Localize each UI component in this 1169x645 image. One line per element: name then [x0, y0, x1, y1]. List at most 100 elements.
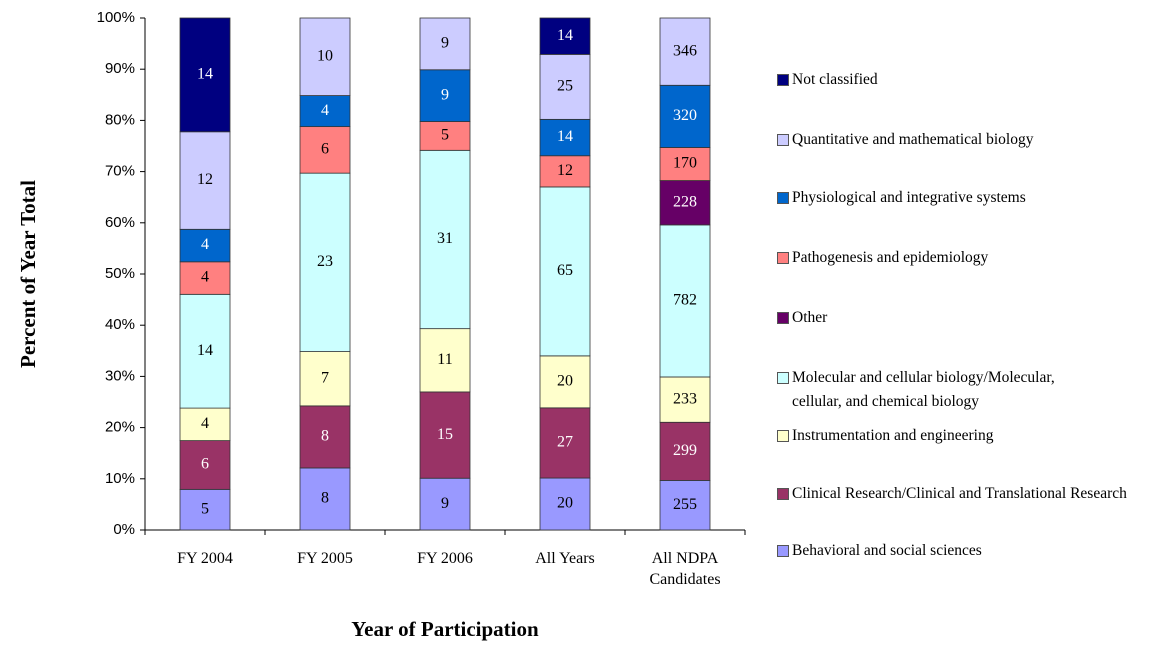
bar-segment [419, 149, 471, 330]
legend-label: Molecular and cellular biology/Molecular… [792, 369, 1055, 410]
bar-segment [179, 407, 231, 442]
data-label: 12 [557, 162, 573, 179]
x-axis-title: Year of Participation [351, 617, 539, 641]
y-tick-label: 60% [105, 214, 135, 231]
legend-swatch [777, 192, 789, 204]
legend-swatch [777, 252, 789, 264]
data-label: 5 [441, 127, 449, 144]
bar-segment [179, 488, 231, 531]
data-label: 4 [201, 236, 209, 253]
bar-segment [659, 421, 711, 481]
bar-segment [179, 228, 231, 263]
legend-entry: Clinical Research/Clinical and Translati… [777, 482, 1157, 506]
bar-segment [419, 69, 471, 122]
y-tick-label: 10% [105, 470, 135, 487]
legend-swatch [777, 134, 789, 146]
bar-segment [299, 95, 351, 128]
data-label: 4 [201, 269, 209, 286]
bar-segment [539, 17, 591, 55]
data-label: 255 [673, 496, 697, 513]
x-tick-label: FY 2006 [417, 550, 473, 567]
data-label: 27 [557, 434, 573, 451]
bar-segment [179, 17, 231, 133]
data-label: 25 [557, 78, 573, 95]
data-label: 23 [317, 253, 333, 270]
data-label: 20 [557, 495, 573, 512]
data-label: 9 [441, 35, 449, 52]
legend-label: Other [792, 309, 828, 326]
bar-segment [539, 53, 591, 120]
legend-swatch [777, 312, 789, 324]
legend-swatch [777, 545, 789, 557]
data-label: 170 [673, 155, 697, 172]
bar-segment [419, 17, 471, 71]
bar-segment [539, 186, 591, 357]
data-label: 346 [673, 42, 697, 59]
data-label: 20 [557, 373, 573, 390]
bar-segment [179, 293, 231, 409]
legend-swatch [777, 488, 789, 500]
legend-entry: Not classified [777, 68, 1157, 92]
data-label: 228 [673, 193, 697, 210]
legend-entry: Physiological and integrative systems [777, 186, 1157, 210]
y-tick-label: 100% [97, 9, 135, 26]
legend-label: Physiological and integrative systems [792, 189, 1026, 206]
legend-label: Instrumentation and engineering [792, 427, 994, 444]
bar-segment [179, 440, 231, 490]
bar-segment [659, 84, 711, 148]
x-tick-label: FY 2004 [177, 550, 233, 567]
legend-entry: Other [777, 306, 1157, 330]
bar-segment [659, 480, 711, 531]
legend-swatch [777, 430, 789, 442]
data-label: 12 [197, 171, 213, 188]
data-label: 782 [673, 292, 697, 309]
bar-segment [659, 147, 711, 181]
bar-segment [659, 17, 711, 86]
bar-segment [419, 391, 471, 479]
y-tick-label: 30% [105, 367, 135, 384]
y-tick-label: 20% [105, 419, 135, 436]
data-label: 15 [437, 426, 453, 443]
legend-entry: Behavioral and social sciences [777, 539, 1157, 563]
bar-segment [419, 121, 471, 151]
legend-label: Not classified [792, 71, 878, 88]
y-axis-title: Percent of Year Total [16, 180, 40, 368]
legend-entry: Quantitative and mathematical biology [777, 128, 1157, 152]
bar-segment [299, 172, 351, 352]
bar-segment [539, 118, 591, 157]
bar-segment [299, 126, 351, 174]
bar-segment [659, 224, 711, 378]
bar-segment [539, 407, 591, 479]
bar-segment [299, 405, 351, 469]
bar-segment [179, 261, 231, 295]
data-label: 14 [197, 342, 213, 359]
legend-swatch [777, 372, 789, 384]
data-label: 233 [673, 390, 697, 407]
y-tick-label: 80% [105, 111, 135, 128]
legend-label: Behavioral and social sciences [792, 542, 982, 559]
data-label: 65 [557, 262, 573, 279]
legend-swatch [777, 74, 789, 86]
y-tick-label: 40% [105, 316, 135, 333]
bar-segment [539, 355, 591, 409]
bar-segment [419, 328, 471, 393]
data-label: 14 [557, 27, 573, 44]
bar-segment [539, 477, 591, 531]
legend-label: Pathogenesis and epidemiology [792, 249, 989, 266]
data-label: 8 [321, 490, 329, 507]
data-label: 6 [201, 456, 209, 473]
data-label: 299 [673, 442, 697, 459]
data-label: 14 [557, 128, 573, 145]
data-label: 4 [321, 102, 329, 119]
y-tick-label: 70% [105, 163, 135, 180]
x-tick-label: FY 2005 [297, 550, 353, 567]
legend-label: Clinical Research/Clinical and Translati… [792, 485, 1127, 502]
data-label: 9 [441, 86, 449, 103]
data-label: 8 [321, 428, 329, 445]
legend-label: Quantitative and mathematical biology [792, 131, 1034, 148]
data-label: 14 [197, 66, 213, 83]
bar-segment [539, 155, 591, 188]
data-label: 6 [321, 141, 329, 158]
data-label: 11 [437, 351, 452, 368]
